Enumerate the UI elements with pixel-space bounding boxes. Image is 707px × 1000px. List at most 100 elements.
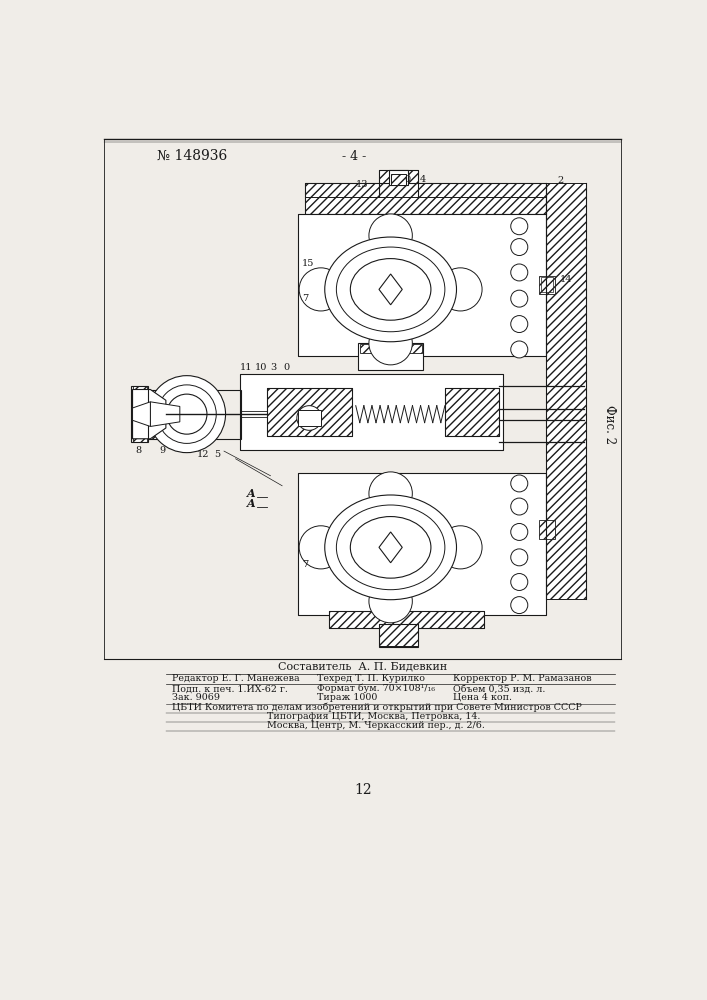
Circle shape xyxy=(158,385,216,443)
Bar xyxy=(267,388,352,436)
Polygon shape xyxy=(379,532,402,563)
Ellipse shape xyxy=(351,517,431,578)
Ellipse shape xyxy=(337,505,445,590)
Text: Зак. 9069: Зак. 9069 xyxy=(172,693,220,702)
Text: Москва, Центр, М. Черкасский пер., д. 2/6.: Москва, Центр, М. Черкасский пер., д. 2/… xyxy=(267,721,484,730)
Bar xyxy=(539,276,555,294)
Circle shape xyxy=(299,268,343,311)
Circle shape xyxy=(438,268,482,311)
Bar xyxy=(305,183,546,214)
Circle shape xyxy=(510,218,528,235)
Text: 2: 2 xyxy=(557,176,563,185)
Text: Типография ЦБТИ, Москва, Петровка, 14.: Типография ЦБТИ, Москва, Петровка, 14. xyxy=(267,712,480,721)
Bar xyxy=(298,473,546,615)
Circle shape xyxy=(510,264,528,281)
Circle shape xyxy=(510,239,528,256)
Circle shape xyxy=(369,472,412,515)
Text: 4: 4 xyxy=(420,175,426,184)
Text: 7: 7 xyxy=(303,294,308,303)
Bar xyxy=(360,344,421,353)
Text: Корректор Р. М. Рамазанов: Корректор Р. М. Рамазанов xyxy=(452,674,591,683)
Bar xyxy=(541,277,554,292)
Bar xyxy=(134,386,147,442)
Text: 8: 8 xyxy=(135,446,141,455)
Bar xyxy=(131,386,148,442)
Bar xyxy=(379,624,418,646)
Ellipse shape xyxy=(325,495,457,600)
Circle shape xyxy=(510,341,528,358)
Circle shape xyxy=(510,475,528,492)
Text: 0: 0 xyxy=(404,175,411,184)
Circle shape xyxy=(369,580,412,623)
Polygon shape xyxy=(151,402,180,426)
Circle shape xyxy=(510,597,528,614)
Text: 12: 12 xyxy=(197,450,209,459)
Circle shape xyxy=(167,394,207,434)
Bar xyxy=(329,611,484,628)
Bar xyxy=(298,214,335,356)
Bar xyxy=(298,473,335,615)
Circle shape xyxy=(369,322,412,365)
Circle shape xyxy=(510,549,528,566)
Text: 3: 3 xyxy=(271,363,276,372)
Ellipse shape xyxy=(325,237,457,342)
Ellipse shape xyxy=(337,247,445,332)
Bar xyxy=(148,389,241,439)
Text: Формат бум. 70×108¹/₁₆: Формат бум. 70×108¹/₁₆ xyxy=(317,684,435,693)
Text: 13: 13 xyxy=(356,180,368,189)
Bar xyxy=(546,183,586,599)
Text: Подп. к печ. 1.ИХ-62 г.: Подп. к печ. 1.ИХ-62 г. xyxy=(172,684,288,693)
Circle shape xyxy=(299,526,343,569)
Bar xyxy=(240,436,503,450)
Text: Фис. 2: Фис. 2 xyxy=(602,405,616,444)
Bar xyxy=(240,374,503,388)
Text: 10: 10 xyxy=(255,363,267,372)
Bar xyxy=(148,389,187,439)
Text: Цена 4 коп.: Цена 4 коп. xyxy=(452,693,512,702)
Bar xyxy=(134,391,151,437)
Bar xyxy=(358,343,423,370)
Polygon shape xyxy=(379,274,402,305)
Bar xyxy=(298,410,321,426)
Circle shape xyxy=(438,526,482,569)
Bar xyxy=(379,170,418,205)
Bar xyxy=(485,473,546,615)
Circle shape xyxy=(510,523,528,540)
Text: A: A xyxy=(247,488,256,499)
Bar xyxy=(445,388,499,436)
Bar xyxy=(379,624,418,647)
Ellipse shape xyxy=(351,259,431,320)
Bar xyxy=(485,214,546,356)
Bar xyxy=(305,197,546,214)
Bar xyxy=(305,183,546,205)
Text: 5: 5 xyxy=(214,450,220,459)
Polygon shape xyxy=(132,389,166,439)
Bar xyxy=(298,214,546,356)
Circle shape xyxy=(510,574,528,590)
Text: 0: 0 xyxy=(284,363,290,372)
Bar xyxy=(267,388,352,436)
Text: Тираж 1000: Тираж 1000 xyxy=(317,693,378,702)
Circle shape xyxy=(510,316,528,333)
Text: 9: 9 xyxy=(160,446,166,455)
Text: 14: 14 xyxy=(559,275,572,284)
Polygon shape xyxy=(132,402,151,426)
Text: 11: 11 xyxy=(240,363,253,372)
Bar xyxy=(240,374,503,450)
Circle shape xyxy=(297,406,322,430)
Text: Техред Т. П. Курилко: Техред Т. П. Курилко xyxy=(317,674,425,683)
Text: Редактор Е. Г. Манежева: Редактор Е. Г. Манежева xyxy=(172,674,300,683)
Bar xyxy=(391,174,406,185)
Text: - 4 -: - 4 - xyxy=(342,150,366,163)
Text: ЦБТИ Комитета по делам изобретений и открытий при Совете Министров СССР: ЦБТИ Комитета по делам изобретений и отк… xyxy=(172,702,582,712)
Bar xyxy=(539,520,555,539)
Text: 7: 7 xyxy=(303,560,308,569)
Circle shape xyxy=(510,498,528,515)
Circle shape xyxy=(148,376,226,453)
Text: A: A xyxy=(247,498,256,509)
Text: Составитель  А. П. Бидевкин: Составитель А. П. Бидевкин xyxy=(278,662,448,672)
Bar xyxy=(389,170,408,185)
Text: Объем 0,35 изд. л.: Объем 0,35 изд. л. xyxy=(452,684,545,693)
Bar xyxy=(445,388,499,436)
Circle shape xyxy=(510,290,528,307)
